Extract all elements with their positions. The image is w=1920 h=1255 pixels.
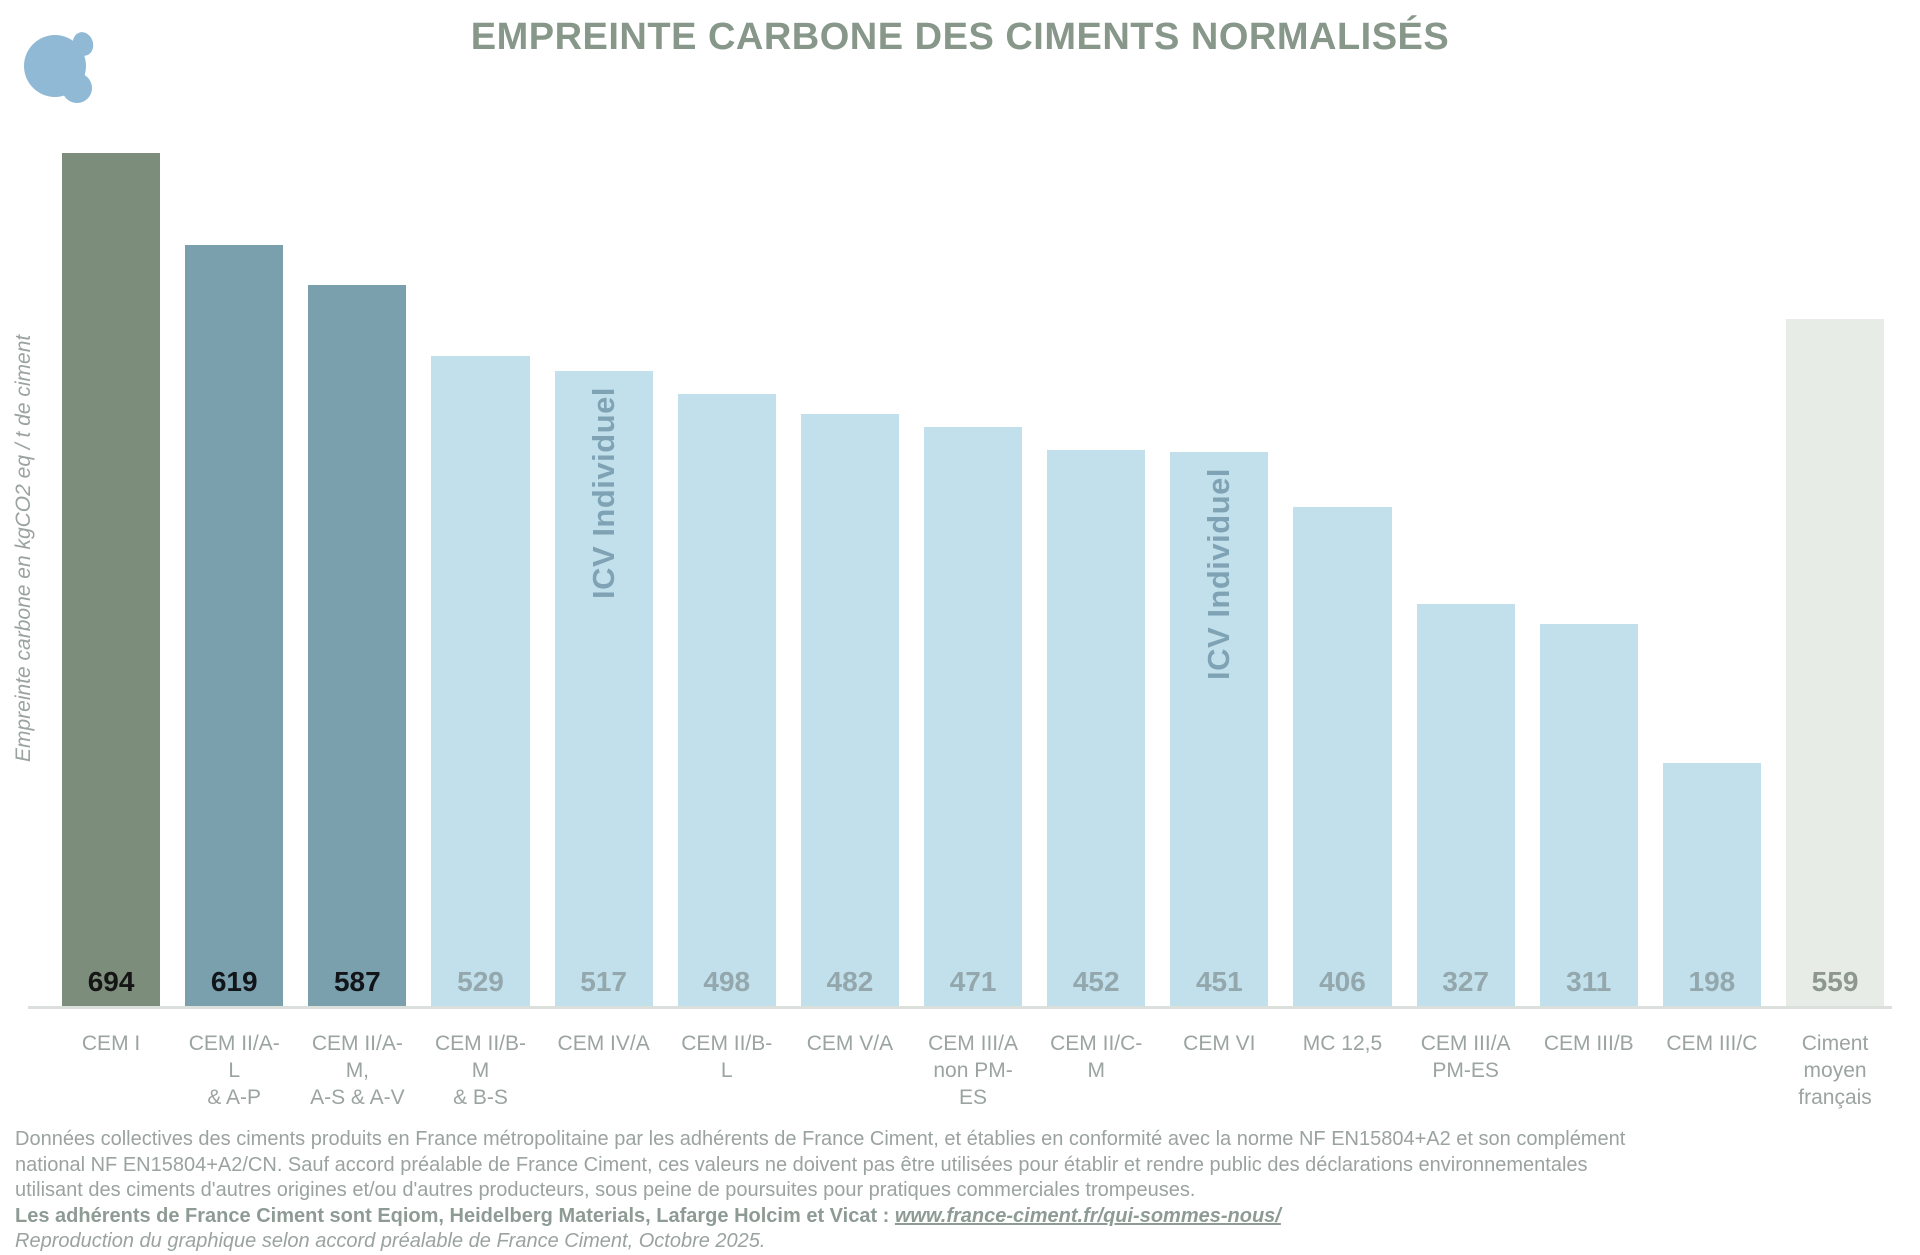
bar-cem-ii-b-m: 529 xyxy=(431,355,530,1006)
bar-cem-ii-b-l: 498 xyxy=(677,393,776,1006)
bar-cem-vi: 451 ICV Individuel xyxy=(1170,451,1269,1006)
bar-cem-iii-a: 471 xyxy=(923,427,1023,1006)
bar-cem-ii-a-l: 619 xyxy=(185,245,284,1006)
category-label-cem-i: CEM I xyxy=(81,1032,141,1055)
footer-members-line: Les adhérents de France Ciment sont Eqio… xyxy=(15,1204,1910,1230)
x-axis-line xyxy=(28,1006,1892,1009)
bar-value-label: 619 xyxy=(210,966,258,997)
category-label-cem-iii-c: CEM III/C xyxy=(1666,1032,1758,1055)
category-label-cem-iii-b: CEM III/B xyxy=(1543,1032,1634,1055)
chart-title: EMPREINTE CARBONE DES CIMENTS NORMALISÉS xyxy=(470,16,1450,58)
bar-value-label: 452 xyxy=(1072,966,1120,997)
footer-reproduction-line: Reproduction du graphique selon accord p… xyxy=(15,1230,766,1252)
bar-cem-i: 694 xyxy=(62,153,161,1006)
bar-cem-iii-a: 327 xyxy=(1416,604,1515,1006)
icv-individuel-label: ICV Individuel xyxy=(585,386,621,599)
bar-value-label: 498 xyxy=(703,966,751,997)
bar-value-label: 471 xyxy=(949,966,997,997)
bar-value-label: 327 xyxy=(1442,966,1489,997)
bar-value-label: 587 xyxy=(333,966,381,997)
category-label-cem-ii-b-m: CEM II/B-M & B-S xyxy=(434,1032,526,1109)
category-label-cem-ii-c-m: CEM II/C-M xyxy=(1050,1032,1143,1082)
bar-cem-iv-a: 517 ICV Individuel xyxy=(554,370,653,1006)
category-label-mc-12-5: MC 12,5 xyxy=(1302,1032,1383,1055)
bar-value-label: 198 xyxy=(1688,966,1736,997)
footer-notes: Données collectives des ciments produits… xyxy=(15,1127,1910,1255)
bar-value-label: 482 xyxy=(826,966,874,997)
bar-value-label: 311 xyxy=(1566,966,1612,997)
france-ciment-logo xyxy=(10,10,125,120)
bar-cem-ii-c-m: 452 xyxy=(1047,450,1146,1006)
y-axis-label: Empreinte carbone en kgCO2 eq / t de cim… xyxy=(12,334,35,762)
bar-value-label: 517 xyxy=(580,966,627,997)
bar-cem-ii-a-m: 587 xyxy=(308,284,407,1006)
footer-paragraph-line: Données collectives des ciments produits… xyxy=(15,1128,1626,1150)
category-label-cem-iii-a: CEM III/A PM-ES xyxy=(1420,1032,1511,1082)
category-label-cem-ii-b-l: CEM II/B-L xyxy=(681,1032,773,1082)
france-ciment-link[interactable]: www.france-ciment.fr/qui-sommes-nous/ xyxy=(894,1204,1281,1227)
bar-cem-iii-b: 311 xyxy=(1539,623,1638,1006)
bar-value-label: 451 xyxy=(1195,966,1243,997)
footer-paragraph-line: national NF EN15804+A2/CN. Sauf accord p… xyxy=(15,1153,1588,1176)
category-label-cem-ii-a-m: CEM II/A-M, A-S & A-V xyxy=(310,1032,405,1109)
logo-circles-icon xyxy=(24,32,94,103)
bar-mc-12-5: 406 xyxy=(1293,506,1392,1006)
category-label-cem-vi: CEM VI xyxy=(1183,1032,1256,1055)
footer-paragraph-line: utilisant des ciments d'autres origines … xyxy=(15,1179,1196,1201)
bar-value-label: 529 xyxy=(457,966,504,997)
bar-value-label: 559 xyxy=(1811,966,1859,997)
bar-value-label: 694 xyxy=(87,966,135,997)
category-label-ciment: Ciment moyen français xyxy=(1798,1032,1872,1109)
category-label-cem-ii-a-l: CEM II/A-L & A-P xyxy=(188,1032,280,1109)
bar-cem-iii-c: 198 xyxy=(1662,762,1761,1006)
icv-individuel-label: ICV Individuel xyxy=(1201,467,1237,680)
category-label-cem-v-a: CEM V/A xyxy=(806,1032,894,1055)
bar-value-label: 406 xyxy=(1319,966,1366,997)
footer-members-text: Les adhérents de France Ciment sont Eqio… xyxy=(15,1204,895,1227)
bar-cem-v-a: 482 xyxy=(800,413,899,1006)
x-axis-category-labels: CEM I CEM II/A-L & A-P CEM II/A-M, A-S & A… xyxy=(62,1030,1884,1111)
bar-chart-plot-area: 694 619 587 529 517 ICV Individuel 498 482 471 45… xyxy=(62,153,1885,1006)
bar-ciment: 559 xyxy=(1785,318,1885,1006)
category-label-cem-iii-a: CEM III/A non PM-ES xyxy=(928,1032,1018,1109)
category-label-cem-iv-a: CEM IV/A xyxy=(557,1032,650,1055)
